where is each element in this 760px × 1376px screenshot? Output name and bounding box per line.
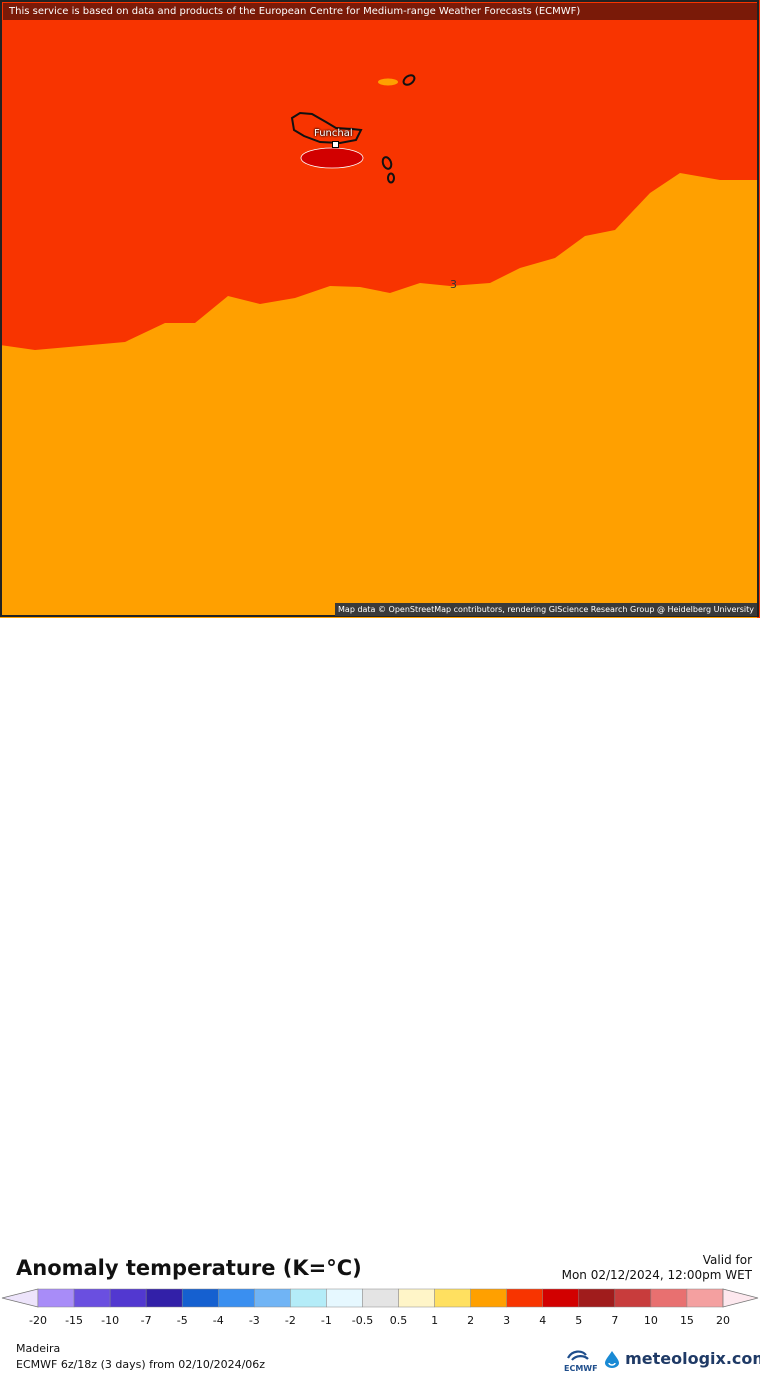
colorbar-cell bbox=[650, 1288, 688, 1308]
island-desertas-south bbox=[387, 172, 395, 184]
island-desertas-north bbox=[381, 156, 393, 170]
colorbar-cell bbox=[434, 1288, 471, 1308]
colorbar-cell bbox=[181, 1288, 219, 1308]
parameter-title: Anomaly temperature (K=°C) bbox=[16, 1256, 362, 1280]
colorbar-tick-label: 1 bbox=[431, 1314, 439, 1327]
colorbar-cell bbox=[506, 1288, 543, 1308]
map-frame bbox=[0, 0, 759, 617]
anomaly-4-5-zone bbox=[300, 147, 364, 169]
model-run-info: ECMWF 6z/18z (3 days) from 02/10/2024/06… bbox=[16, 1358, 266, 1371]
colorbar-high-arrow bbox=[722, 1288, 759, 1308]
colorbar-cell bbox=[578, 1288, 616, 1308]
colorbar-tick-label: 10 bbox=[643, 1314, 658, 1327]
ecmwf-banner: This service is based on data and produc… bbox=[3, 3, 757, 20]
colorbar-tick-label: -4 bbox=[212, 1314, 224, 1327]
colorbar-tick-label: -3 bbox=[248, 1314, 260, 1327]
colorbar-low-arrow bbox=[1, 1288, 39, 1308]
colorbar-tick-label: 3 bbox=[503, 1314, 511, 1327]
colorbar-cell bbox=[218, 1288, 255, 1308]
colorbar-cell bbox=[614, 1288, 652, 1308]
colorbar-tick-label: -20 bbox=[29, 1314, 47, 1327]
colorbar-cell bbox=[398, 1288, 435, 1308]
colorbar-tick-label: 0.5 bbox=[389, 1314, 408, 1327]
colorbar-cell bbox=[145, 1288, 183, 1308]
colorbar-cell bbox=[542, 1288, 580, 1308]
colorbar-cell bbox=[686, 1288, 724, 1308]
anomaly-2-3-patch bbox=[378, 78, 398, 86]
colorbar-cell bbox=[362, 1288, 399, 1308]
color-scale-bar bbox=[1, 1288, 759, 1308]
colorbar-tick-label: -7 bbox=[140, 1314, 152, 1327]
colorbar-tick-label: 15 bbox=[679, 1314, 694, 1327]
island-porto-santo bbox=[402, 74, 416, 86]
meteologix-logo[interactable]: meteologix.com bbox=[604, 1348, 760, 1372]
colorbar-cell bbox=[290, 1288, 327, 1308]
valid-time: Mon 02/12/2024, 12:00pm WET bbox=[561, 1268, 752, 1282]
region-name: Madeira bbox=[16, 1342, 61, 1355]
colorbar-tick-label: -15 bbox=[65, 1314, 84, 1327]
map-area[interactable]: This service is based on data and produc… bbox=[0, 0, 760, 618]
colorbar-tick-label: 20 bbox=[716, 1314, 730, 1327]
colorbar-tick-label: 7 bbox=[611, 1314, 619, 1327]
colorbar-cell bbox=[73, 1288, 111, 1308]
contour-label: 3 bbox=[450, 278, 457, 291]
colorbar-tick-label: -10 bbox=[101, 1314, 120, 1327]
map-canvas bbox=[0, 0, 760, 618]
colorbar-tick-label: -2 bbox=[284, 1314, 296, 1327]
colorbar-tick-label: 4 bbox=[539, 1314, 547, 1327]
colorbar-cell bbox=[37, 1288, 75, 1308]
colorbar-tick-label: 5 bbox=[575, 1314, 583, 1327]
ecmwf-swirl-icon bbox=[567, 1350, 589, 1361]
map-attribution[interactable]: Map data © OpenStreetMap contributors, r… bbox=[335, 603, 757, 616]
funchal-marker[interactable] bbox=[332, 141, 339, 148]
colorbar-cell bbox=[254, 1288, 291, 1308]
anomaly-2-3-zone bbox=[0, 173, 757, 618]
colorbar-cell bbox=[326, 1288, 363, 1308]
colorbar-cell bbox=[109, 1288, 147, 1308]
colorbar-tick-label: -0.5 bbox=[351, 1314, 374, 1327]
brand-text: meteologix.com bbox=[625, 1349, 760, 1368]
city-label-funchal[interactable]: Funchal bbox=[314, 128, 353, 139]
colorbar-tick-label: 2 bbox=[467, 1314, 475, 1327]
water-drop-icon bbox=[605, 1350, 619, 1368]
valid-for-label: Valid for bbox=[702, 1253, 752, 1267]
colorbar-cell bbox=[470, 1288, 507, 1308]
legend-panel: Anomaly temperature (K=°C) Valid for Mon… bbox=[0, 618, 760, 1373]
ecmwf-logo[interactable]: ECMWF bbox=[564, 1348, 598, 1376]
colorbar-tick-label: -5 bbox=[176, 1314, 188, 1327]
colorbar-tick-label: -1 bbox=[320, 1314, 332, 1327]
ecmwf-logo-text: ECMWF bbox=[564, 1364, 598, 1373]
island-madeira-coast bbox=[290, 111, 363, 145]
